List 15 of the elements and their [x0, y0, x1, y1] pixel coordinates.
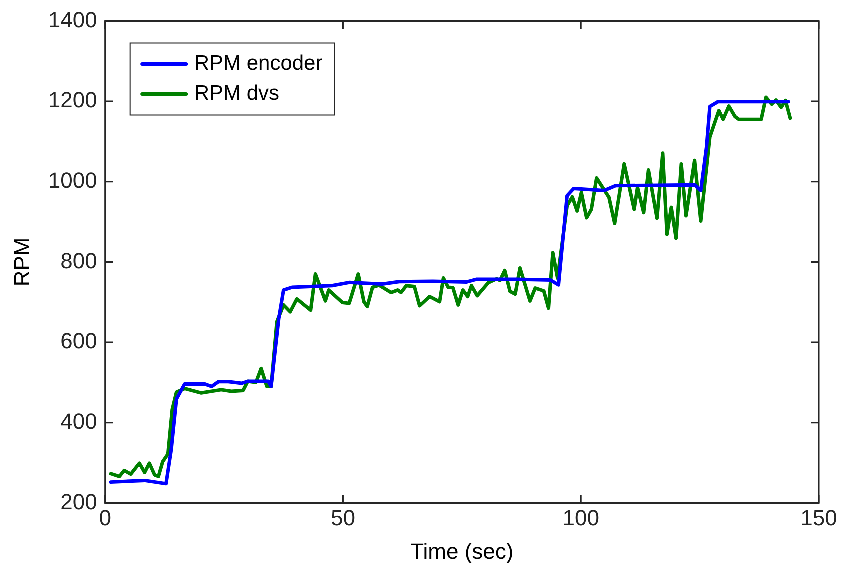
x-tick-label: 100	[562, 505, 600, 530]
y-tick-label: 200	[60, 489, 98, 514]
y-tick-label: 1000	[48, 168, 98, 193]
y-tick-label: 1400	[48, 7, 98, 32]
y-tick-label: 600	[60, 328, 98, 354]
x-tick-label: 0	[99, 505, 112, 530]
y-tick-label: 800	[60, 248, 98, 274]
y-tick-label: 400	[60, 408, 98, 434]
y-axis-title: RPM	[9, 238, 34, 287]
legend-label: RPM encoder	[194, 52, 323, 75]
y-tick-label: 1200	[48, 88, 98, 113]
legend-label: RPM dvs	[194, 82, 280, 105]
x-axis-title: Time (sec)	[410, 538, 514, 564]
x-tick-label: 50	[330, 505, 356, 530]
x-tick-label: 150	[800, 505, 838, 530]
